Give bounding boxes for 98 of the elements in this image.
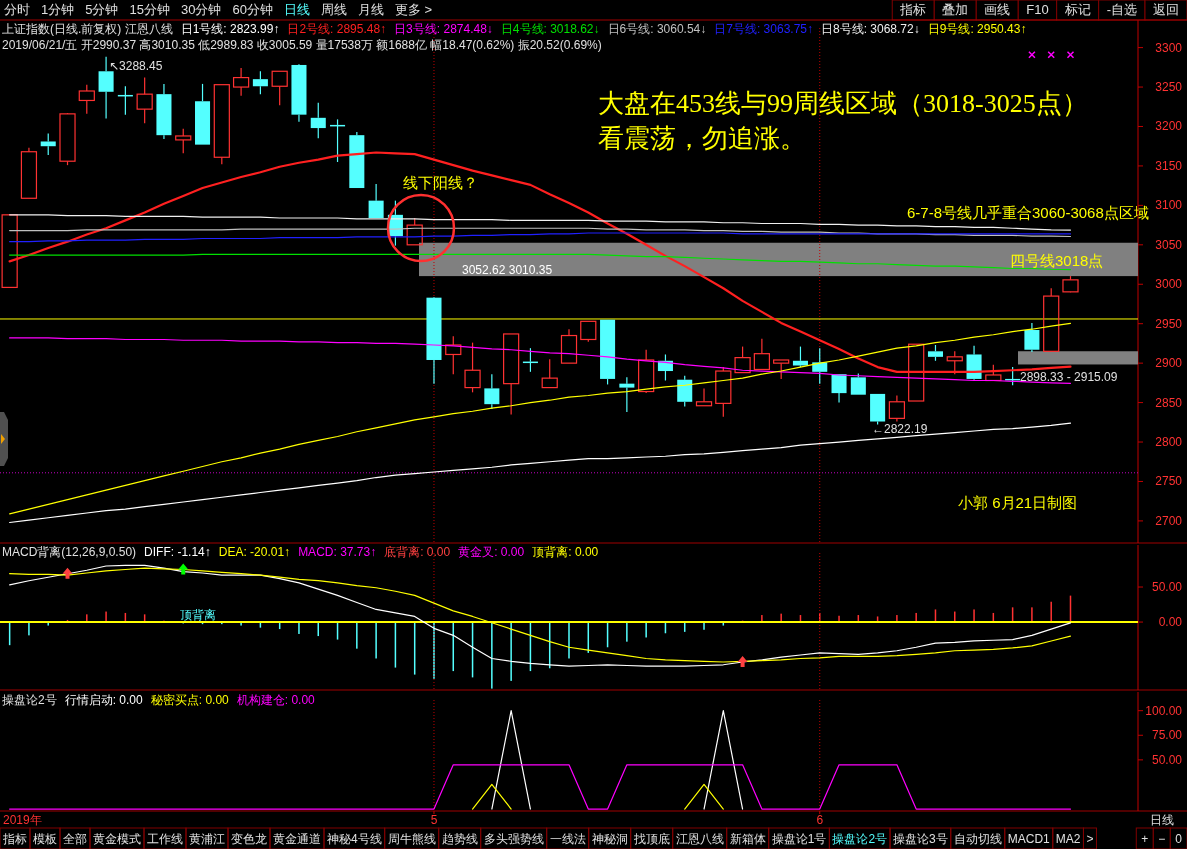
y-tick-label: 2900 <box>1155 356 1183 371</box>
text: 全部 <box>63 832 87 846</box>
band-label: 2898.33 - 2915.09 <box>1020 370 1118 384</box>
y-tick-label: 50.00 <box>1151 580 1183 595</box>
text: 2019/06/21/五 开2990.37 高3010.35 低2989.83 收3005.59 量17538万 额1688亿 幅18.47(0.62%) 振20.52(0.69%) <box>2 38 602 52</box>
text: 黄金模式 <box>93 832 141 846</box>
y-tick-label: 100.00 <box>1145 703 1183 718</box>
text: 变色龙 <box>231 832 267 846</box>
text: 一线法 <box>549 832 586 846</box>
text: -自选 <box>1106 2 1137 17</box>
annotation: ↖3288.45 <box>109 59 163 73</box>
text: 日3号线: 2874.48↓ <box>394 22 493 36</box>
text: 新箱体 <box>729 832 766 846</box>
text: 1分钟 <box>41 2 75 17</box>
text: 黄金通道 <box>273 832 321 846</box>
text: 周线 <box>320 2 347 17</box>
text: 标记 <box>1063 2 1091 17</box>
text: MACD1 <box>1007 832 1051 846</box>
y-tick-label: 3050 <box>1155 237 1183 252</box>
text: 机构建仓: 0.00 <box>236 693 316 707</box>
annotation: 四号线3018点 <box>1010 252 1104 269</box>
text: 2019年 <box>3 813 42 827</box>
annotation: 大盘在453线与99周线区域（3018-3025点） <box>598 89 1088 118</box>
text: 神秘洞 <box>591 832 628 846</box>
series-label: DEA: -20.01↑ <box>218 545 291 559</box>
text: 更多 > <box>394 2 433 17</box>
annotation: 看震荡，勿追涨。 <box>598 124 806 153</box>
text: 神秘4号线 <box>327 832 382 846</box>
y-tick-label: 3200 <box>1155 119 1183 134</box>
text: 趋势线 <box>441 832 478 846</box>
text: 5分钟 <box>85 2 119 17</box>
text: 叠加 <box>942 2 969 17</box>
chart-title: 操盘论2号 <box>2 693 57 707</box>
text: 江恩八线 <box>675 832 724 846</box>
y-tick-label: 0.00 <box>1158 615 1183 630</box>
text: 操盘论2号 <box>832 832 888 846</box>
y-tick-label: 50.00 <box>1151 752 1183 767</box>
text: 0 <box>1175 832 1183 846</box>
y-tick-label: 2800 <box>1155 435 1183 450</box>
text: F10 <box>1026 2 1049 17</box>
text: 分时 <box>4 2 30 17</box>
text: − <box>1158 832 1166 846</box>
text: 月线 <box>357 2 384 17</box>
annotation: 小郭 6月21日制图 <box>958 494 1078 511</box>
text: 日4号线: 3018.62↓ <box>500 22 600 36</box>
text: 60分钟 <box>232 2 273 17</box>
text: + <box>1141 832 1149 846</box>
annotation: ←2822.19 <box>872 422 928 436</box>
y-tick-label: 75.00 <box>1151 728 1183 743</box>
text: 多头强势线 <box>483 832 544 846</box>
y-tick-label: 3250 <box>1155 80 1183 95</box>
text: 日6号线: 3060.54↓ <box>607 22 707 36</box>
text: 30分钟 <box>180 2 222 17</box>
text: 秘密买点: 0.00 <box>150 693 230 707</box>
y-tick-label: 3100 <box>1155 198 1183 213</box>
text: 指标 <box>899 2 927 17</box>
text: 模板 <box>33 832 57 846</box>
text: 黄浦江 <box>189 832 225 846</box>
x-tick-label: 6 <box>816 813 824 827</box>
annotation: MACD: 37.73↑ <box>298 545 377 559</box>
text: 底背离: 0.00 <box>384 545 451 559</box>
y-tick-label: 3150 <box>1155 158 1183 173</box>
chart-title: 上证指数(日线.前复权) 江恩八线 <box>2 22 173 36</box>
annotation: 6-7-8号线几乎重合3060-3068点区域 <box>907 204 1149 221</box>
text: 日7号线: 3063.75↑ <box>714 22 813 36</box>
y-tick-label: 2750 <box>1155 474 1183 489</box>
y-tick-label: 3000 <box>1155 277 1183 292</box>
text: 画线 <box>984 2 1011 17</box>
text: 日1号线: 2823.99↑ <box>180 22 280 36</box>
text: 日线 <box>283 2 310 17</box>
text: > <box>1086 832 1094 846</box>
text: MA2 <box>1055 832 1081 846</box>
y-tick-label: 3300 <box>1155 40 1183 55</box>
text: 返回 <box>1153 2 1179 17</box>
y-tick-label: 2700 <box>1155 513 1183 528</box>
series-label: DIFF: -1.14↑ <box>144 545 211 559</box>
text: 工作线 <box>147 832 183 846</box>
band-label: 3052.62 3010.35 <box>462 263 553 277</box>
text: 日线 <box>1150 813 1174 827</box>
text: 行情启动: 0.00 <box>64 693 144 707</box>
y-tick-label: 2850 <box>1155 395 1183 410</box>
chart-title: MACD背离(12,26,9,0.50) <box>2 545 137 559</box>
text: 自动切线 <box>953 832 1002 846</box>
text: 日8号线: 3068.72↓ <box>820 22 920 36</box>
x-tick-label: 5 <box>430 813 438 827</box>
text: 日9号线: 2950.43↑ <box>927 22 1027 36</box>
legend-label: 黄金叉: 0.00 <box>458 545 525 559</box>
text: 指标 <box>2 832 27 846</box>
annotation: 线下阳线？ <box>403 174 478 191</box>
annotation: 顶背离 <box>180 608 216 622</box>
text: 日2号线: 2895.48↑ <box>287 22 387 36</box>
text: 15分钟 <box>129 2 170 17</box>
y-tick-label: 2950 <box>1155 316 1183 331</box>
text: 操盘论1号 <box>771 832 827 846</box>
legend-label: 顶背离: 0.00 <box>532 545 599 559</box>
text: 周牛熊线 <box>387 832 436 846</box>
text: 找顶底 <box>632 832 670 846</box>
text: 操盘论3号 <box>893 832 948 846</box>
